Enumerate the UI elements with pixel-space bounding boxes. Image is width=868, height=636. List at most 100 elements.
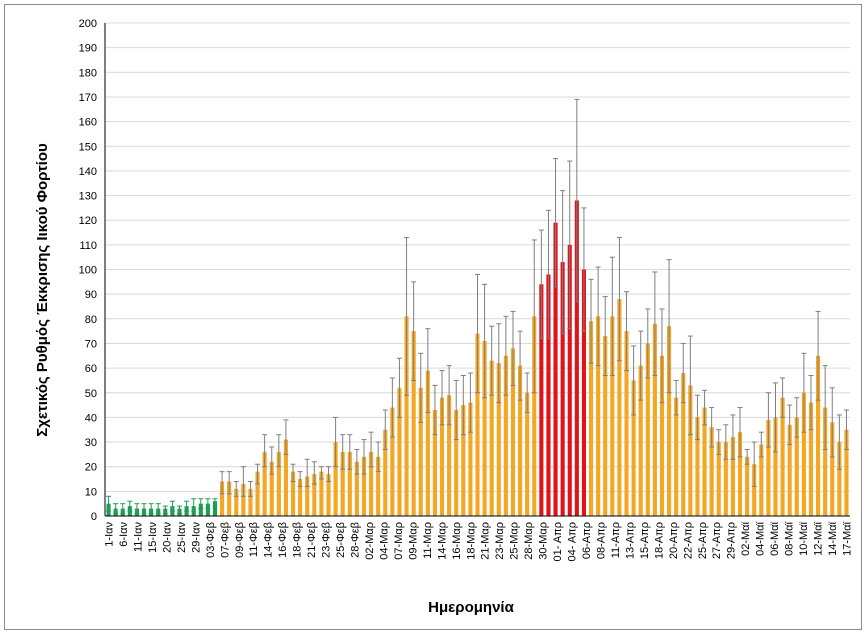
x-tick-label: 28-Μαρ: [523, 522, 535, 560]
bar: [596, 316, 601, 516]
bar: [376, 456, 381, 516]
x-tick-label: 07-Μαρ: [393, 522, 405, 560]
bar: [737, 432, 743, 516]
bar: [652, 323, 657, 516]
bar: [503, 355, 508, 516]
x-tick-label: 18-Μαρ: [465, 522, 477, 560]
bar: [780, 397, 785, 516]
bar: [603, 336, 608, 516]
bar: [518, 365, 523, 516]
bar: [702, 407, 707, 516]
y-tick-label: 10: [85, 486, 97, 498]
bar: [823, 407, 828, 516]
x-tick-label: 06-Απρ: [581, 522, 593, 559]
x-tick-label: 11-Απρ: [610, 522, 622, 558]
x-tick-label: 23-Μαρ: [494, 522, 506, 560]
x-axis-ticks: 1-Ιαν 6-Ιαν 11-Ιαν 15-Ιαν 20-Ιαν 25-Ιαν 29-Ιαν…: [104, 521, 854, 561]
y-tick-label: 110: [79, 240, 97, 252]
y-tick-label: 170: [79, 92, 97, 104]
x-tick-label: 04- Απρ: [567, 522, 579, 562]
bar: [262, 451, 267, 516]
bar: [255, 471, 260, 516]
bar: [397, 387, 402, 516]
bar: [510, 348, 516, 516]
bar: [425, 370, 430, 516]
x-tick-label: 04-Μαϊ: [755, 521, 767, 555]
bar: [383, 429, 388, 516]
bar: [674, 397, 679, 516]
bar: [688, 385, 693, 516]
bar: [361, 456, 367, 516]
x-axis-title: Ημερομηνία: [428, 599, 514, 616]
x-tick-label: 25-Φεβ: [335, 522, 347, 558]
bar: [241, 483, 246, 516]
bar: [539, 284, 544, 516]
x-tick-label: 14-Μαρ: [436, 522, 448, 560]
grid-lines: [105, 22, 850, 517]
y-tick-label: 0: [91, 511, 97, 523]
y-tick-label: 60: [85, 363, 97, 375]
x-tick-label: 14-Φεβ: [263, 522, 275, 558]
x-tick-label: 27-Απρ: [711, 522, 723, 559]
y-tick-label: 20: [85, 462, 97, 474]
bar: [468, 402, 473, 516]
bar: [283, 439, 288, 516]
x-tick-label: 25-Μαρ: [509, 522, 521, 560]
y-tick-label: 70: [85, 338, 97, 350]
bar: [312, 474, 317, 516]
x-tick-label: 09-Φεβ: [234, 522, 246, 558]
bar: [347, 451, 352, 516]
x-tick-label: 08-Μαϊ: [784, 521, 796, 555]
bar: [369, 451, 374, 516]
x-tick-label: 22-Απρ: [682, 522, 694, 559]
x-tick-label: 09-Μαρ: [407, 522, 419, 560]
bar: [553, 222, 558, 517]
bar: [610, 316, 615, 516]
axes: [104, 23, 850, 517]
y-tick-label: 80: [85, 314, 97, 326]
bar: [525, 392, 530, 516]
x-tick-label: 25-Απρ: [697, 522, 709, 559]
x-tick-label: 18-Απρ: [653, 522, 665, 559]
bar: [227, 481, 232, 516]
x-tick-label: 04-Μαρ: [378, 522, 390, 560]
bar: [276, 451, 281, 516]
bar: [631, 380, 636, 516]
x-tick-label: 11-Ιαν: [132, 522, 144, 552]
x-tick-label: 11-Φεβ: [248, 522, 260, 557]
x-tick-label: 18-Φεβ: [292, 522, 304, 558]
bar: [837, 442, 842, 516]
bar: [709, 427, 714, 516]
bar: [326, 474, 331, 516]
bar: [532, 316, 537, 516]
x-tick-label: 03-Φεβ: [205, 522, 217, 558]
bar: [773, 417, 778, 516]
bar: [723, 442, 728, 516]
x-tick-label: 21-Μαρ: [480, 522, 492, 560]
chart-frame: 0 10 20 30 40 50 60 70 80 90 100 110 120 130 140 150 160…: [4, 4, 862, 630]
y-tick-label: 90: [85, 289, 97, 301]
x-tick-label: 29-Απρ: [726, 522, 738, 559]
bar: [489, 360, 494, 516]
bar: [340, 451, 345, 516]
bar: [333, 442, 338, 516]
bar: [588, 321, 594, 516]
y-tick-label: 150: [79, 141, 97, 153]
bar: [248, 488, 253, 516]
x-tick-label: 25-Ιαν: [176, 522, 188, 553]
bar: [305, 476, 310, 516]
x-tick-label: 12-Μαϊ: [813, 521, 825, 555]
bar: [752, 464, 757, 516]
x-tick-label: 16-Μαρ: [451, 522, 463, 560]
y-tick-label: 140: [79, 166, 97, 178]
bar: [439, 397, 445, 516]
x-tick-label: 16-Φεβ: [277, 522, 289, 558]
x-tick-label: 11-Μαρ: [422, 522, 434, 559]
y-tick-label: 30: [85, 437, 97, 449]
bar: [638, 365, 643, 516]
bar: [567, 244, 572, 516]
x-tick-label: 28-Φεβ: [350, 522, 362, 558]
bar: [816, 355, 821, 516]
y-tick-label: 180: [79, 67, 97, 79]
bar: [681, 373, 686, 516]
